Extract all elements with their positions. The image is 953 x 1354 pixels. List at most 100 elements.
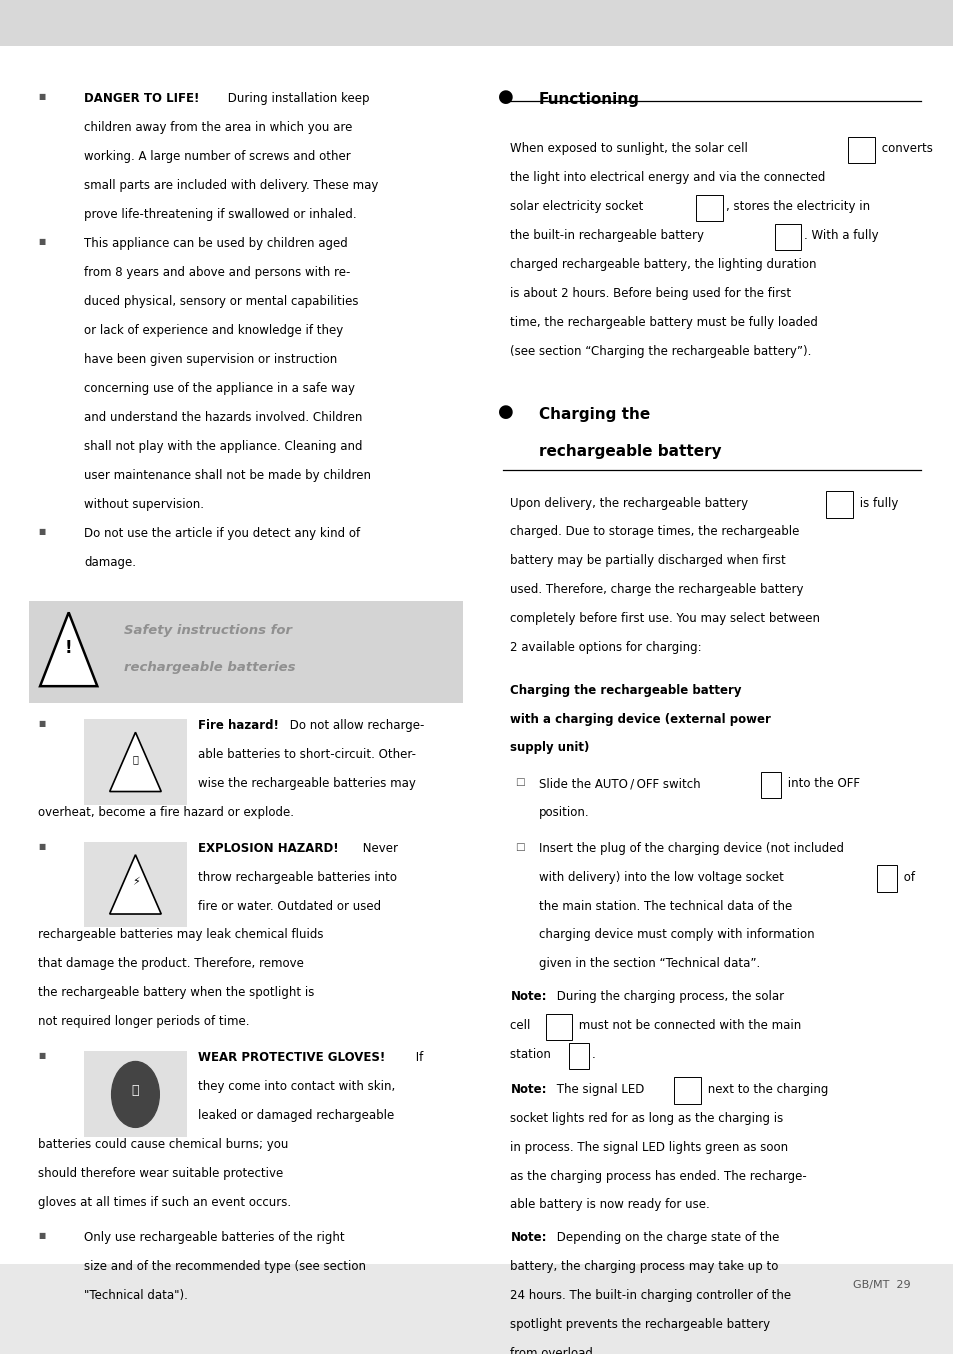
Text: with a charging device (external power: with a charging device (external power bbox=[510, 712, 770, 726]
Text: 3: 3 bbox=[575, 1051, 581, 1062]
Text: During installation keep: During installation keep bbox=[224, 92, 370, 106]
Text: Functioning: Functioning bbox=[538, 92, 639, 107]
Text: without supervision.: without supervision. bbox=[84, 498, 204, 510]
Text: the main station. The technical data of the: the main station. The technical data of … bbox=[538, 899, 791, 913]
Text: station: station bbox=[510, 1048, 555, 1062]
Text: of: of bbox=[899, 871, 914, 884]
Polygon shape bbox=[110, 854, 161, 914]
Text: WEAR PROTECTIVE GLOVES!: WEAR PROTECTIVE GLOVES! bbox=[198, 1051, 385, 1064]
Text: in process. The signal LED lights green as soon: in process. The signal LED lights green … bbox=[510, 1140, 788, 1154]
Text: charged rechargeable battery, the lighting duration: charged rechargeable battery, the lighti… bbox=[510, 259, 816, 271]
Text: battery, the charging process may take up to: battery, the charging process may take u… bbox=[510, 1261, 778, 1273]
Text: (see section “Charging the rechargeable battery”).: (see section “Charging the rechargeable … bbox=[510, 345, 811, 357]
Text: 20: 20 bbox=[833, 500, 844, 509]
Text: supply unit): supply unit) bbox=[510, 742, 589, 754]
Text: as the charging process has ended. The recharge-: as the charging process has ended. The r… bbox=[510, 1170, 806, 1182]
FancyBboxPatch shape bbox=[29, 601, 462, 703]
Text: charging device must comply with information: charging device must comply with informa… bbox=[538, 929, 814, 941]
Text: working. A large number of screws and other: working. A large number of screws and ot… bbox=[84, 150, 351, 162]
Text: !: ! bbox=[65, 639, 72, 657]
Text: damage.: damage. bbox=[84, 555, 136, 569]
Text: ■: ■ bbox=[38, 1231, 46, 1240]
Text: 1: 1 bbox=[882, 873, 889, 883]
Text: given in the section “Technical data”.: given in the section “Technical data”. bbox=[538, 957, 760, 971]
FancyBboxPatch shape bbox=[674, 1078, 700, 1104]
Text: ■: ■ bbox=[38, 1051, 46, 1060]
Text: used. Therefore, charge the rechargeable battery: used. Therefore, charge the rechargeable… bbox=[510, 584, 803, 597]
Text: .: . bbox=[591, 1048, 595, 1062]
Text: 24 hours. The built-in charging controller of the: 24 hours. The built-in charging controll… bbox=[510, 1289, 791, 1303]
Text: 2 available options for charging:: 2 available options for charging: bbox=[510, 642, 701, 654]
Text: Insert the plug of the charging device (not included: Insert the plug of the charging device (… bbox=[538, 842, 843, 854]
FancyBboxPatch shape bbox=[774, 223, 801, 250]
Text: converts: converts bbox=[877, 142, 932, 156]
Text: throw rechargeable batteries into: throw rechargeable batteries into bbox=[198, 871, 397, 884]
Text: batteries could cause chemical burns; you: batteries could cause chemical burns; yo… bbox=[38, 1137, 288, 1151]
Text: ■: ■ bbox=[38, 527, 46, 536]
Text: Charging the rechargeable battery: Charging the rechargeable battery bbox=[510, 684, 741, 696]
Text: Only use rechargeable batteries of the right: Only use rechargeable batteries of the r… bbox=[84, 1231, 344, 1244]
FancyBboxPatch shape bbox=[825, 492, 852, 517]
Text: 11: 11 bbox=[703, 203, 715, 213]
FancyBboxPatch shape bbox=[0, 0, 953, 46]
Text: , stores the electricity in: , stores the electricity in bbox=[725, 200, 869, 213]
Text: socket lights red for as long as the charging is: socket lights red for as long as the cha… bbox=[510, 1112, 782, 1125]
FancyBboxPatch shape bbox=[84, 1051, 187, 1136]
Text: Note:: Note: bbox=[510, 1083, 546, 1095]
Text: . With a fully: . With a fully bbox=[803, 229, 878, 242]
FancyBboxPatch shape bbox=[84, 719, 187, 804]
Text: they come into contact with skin,: they come into contact with skin, bbox=[198, 1080, 395, 1093]
Text: rechargeable battery: rechargeable battery bbox=[538, 444, 720, 459]
Text: ■: ■ bbox=[38, 719, 46, 728]
Text: The signal LED: The signal LED bbox=[553, 1083, 648, 1095]
Text: This appliance can be used by children aged: This appliance can be used by children a… bbox=[84, 237, 347, 250]
Text: □: □ bbox=[515, 777, 524, 787]
Text: gloves at all times if such an event occurs.: gloves at all times if such an event occ… bbox=[38, 1196, 291, 1209]
Text: DANGER TO LIFE!: DANGER TO LIFE! bbox=[84, 92, 199, 106]
FancyBboxPatch shape bbox=[84, 842, 187, 927]
Text: not required longer periods of time.: not required longer periods of time. bbox=[38, 1016, 250, 1029]
Text: is fully: is fully bbox=[855, 497, 897, 509]
Text: from overload.: from overload. bbox=[510, 1347, 597, 1354]
Text: ■: ■ bbox=[38, 842, 46, 850]
Text: shall not play with the appliance. Cleaning and: shall not play with the appliance. Clean… bbox=[84, 440, 362, 452]
Text: duced physical, sensory or mental capabilities: duced physical, sensory or mental capabi… bbox=[84, 295, 358, 307]
Text: EXPLOSION HAZARD!: EXPLOSION HAZARD! bbox=[198, 842, 338, 854]
Text: If: If bbox=[412, 1051, 423, 1064]
Text: time, the rechargeable battery must be fully loaded: time, the rechargeable battery must be f… bbox=[510, 315, 818, 329]
Text: leaked or damaged rechargeable: leaked or damaged rechargeable bbox=[198, 1109, 395, 1122]
Text: 13: 13 bbox=[855, 145, 866, 156]
Text: 20: 20 bbox=[781, 232, 793, 242]
Text: 4: 4 bbox=[767, 780, 774, 789]
Text: spotlight prevents the rechargeable battery: spotlight prevents the rechargeable batt… bbox=[510, 1319, 770, 1331]
Text: GB/MT  29: GB/MT 29 bbox=[853, 1280, 910, 1290]
Text: able batteries to short-circuit. Other-: able batteries to short-circuit. Other- bbox=[198, 747, 416, 761]
Circle shape bbox=[112, 1062, 159, 1128]
Text: 🧤: 🧤 bbox=[132, 1085, 139, 1097]
Text: rechargeable batteries may leak chemical fluids: rechargeable batteries may leak chemical… bbox=[38, 929, 323, 941]
Text: charged. Due to storage times, the rechargeable: charged. Due to storage times, the recha… bbox=[510, 525, 799, 539]
Text: fire or water. Outdated or used: fire or water. Outdated or used bbox=[198, 899, 381, 913]
Text: concerning use of the appliance in a safe way: concerning use of the appliance in a saf… bbox=[84, 382, 355, 395]
Text: children away from the area in which you are: children away from the area in which you… bbox=[84, 121, 352, 134]
Text: is about 2 hours. Before being used for the first: is about 2 hours. Before being used for … bbox=[510, 287, 791, 301]
Text: "Technical data").: "Technical data"). bbox=[84, 1289, 188, 1303]
Text: from 8 years and above and persons with re-: from 8 years and above and persons with … bbox=[84, 265, 350, 279]
Text: □: □ bbox=[515, 842, 524, 852]
FancyBboxPatch shape bbox=[876, 865, 896, 892]
Text: ●: ● bbox=[497, 88, 514, 106]
Text: Slide the AUTO / OFF switch: Slide the AUTO / OFF switch bbox=[538, 777, 703, 789]
Text: with delivery) into the low voltage socket: with delivery) into the low voltage sock… bbox=[538, 871, 787, 884]
Text: ●: ● bbox=[497, 403, 514, 421]
Text: prove life-threatening if swallowed or inhaled.: prove life-threatening if swallowed or i… bbox=[84, 209, 356, 221]
Text: 19: 19 bbox=[681, 1086, 693, 1095]
Text: into the OFF: into the OFF bbox=[783, 777, 860, 789]
Text: 13: 13 bbox=[553, 1022, 564, 1032]
Text: overheat, become a fire hazard or explode.: overheat, become a fire hazard or explod… bbox=[38, 806, 294, 819]
Text: have been given supervision or instruction: have been given supervision or instructi… bbox=[84, 353, 336, 366]
Text: cell: cell bbox=[510, 1020, 534, 1032]
Text: Safety instructions for: Safety instructions for bbox=[124, 624, 292, 638]
Text: Never: Never bbox=[358, 842, 397, 854]
Text: user maintenance shall not be made by children: user maintenance shall not be made by ch… bbox=[84, 468, 371, 482]
Text: and understand the hazards involved. Children: and understand the hazards involved. Chi… bbox=[84, 410, 362, 424]
